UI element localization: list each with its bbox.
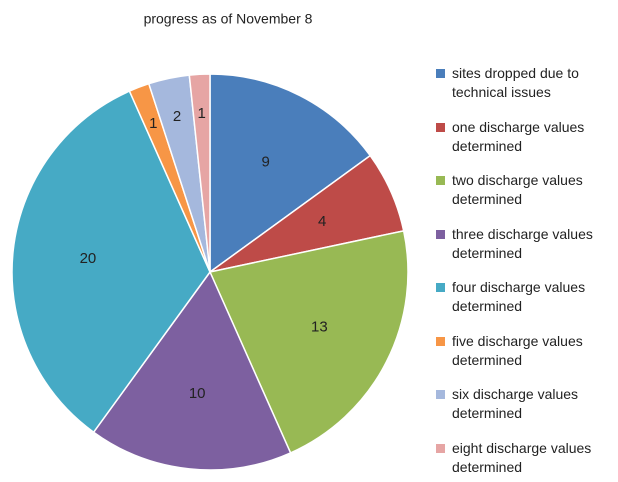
legend-swatch xyxy=(436,390,445,399)
data-label: 13 xyxy=(311,319,328,336)
legend-label: six discharge values determined xyxy=(452,386,579,421)
legend-swatch xyxy=(436,443,445,453)
pie-slice xyxy=(92,270,292,471)
legend-entry: six discharge values determined xyxy=(436,385,614,423)
data-label: 1 xyxy=(198,105,206,122)
legend-label: sites dropped due to technical issues xyxy=(452,65,579,100)
legend-swatch xyxy=(436,283,445,292)
data-label: 2 xyxy=(173,108,181,125)
pie-slice xyxy=(208,229,409,454)
legend-entry: two discharge values determined xyxy=(436,171,614,209)
legend-entry: sites dropped due to technical issues xyxy=(436,64,614,102)
legend-entry: five discharge values determined xyxy=(436,332,614,370)
legend-entry: three discharge values determined xyxy=(436,225,614,263)
legend-swatch xyxy=(436,229,445,239)
legend-label: five discharge values determined xyxy=(452,332,583,368)
pie-slice xyxy=(209,73,372,274)
legend-swatch xyxy=(436,122,445,132)
legend-entry: one discharge values determined xyxy=(436,118,614,156)
legend-label: three discharge values determined xyxy=(452,225,593,261)
data-label: 20 xyxy=(80,250,97,267)
legend-label: four discharge values determined xyxy=(452,279,586,314)
data-label: 1 xyxy=(149,115,157,132)
chart-title: progress as of November 8 xyxy=(144,11,313,27)
legend-label: eight discharge values determined xyxy=(452,439,592,475)
legend-entry: eight discharge values determined xyxy=(436,439,614,477)
legend-swatch xyxy=(436,336,445,346)
legend-label: one discharge values determined xyxy=(452,118,585,154)
legend-label: two discharge values determined xyxy=(452,172,583,207)
data-label: 10 xyxy=(189,385,206,402)
legend-swatch xyxy=(436,176,445,185)
data-label: 9 xyxy=(262,154,270,171)
pie-slice xyxy=(11,90,211,434)
data-label: 4 xyxy=(318,213,326,230)
pie-slice xyxy=(188,73,211,273)
legend-swatch xyxy=(436,69,445,78)
legend-entry: four discharge values determined xyxy=(436,278,614,316)
